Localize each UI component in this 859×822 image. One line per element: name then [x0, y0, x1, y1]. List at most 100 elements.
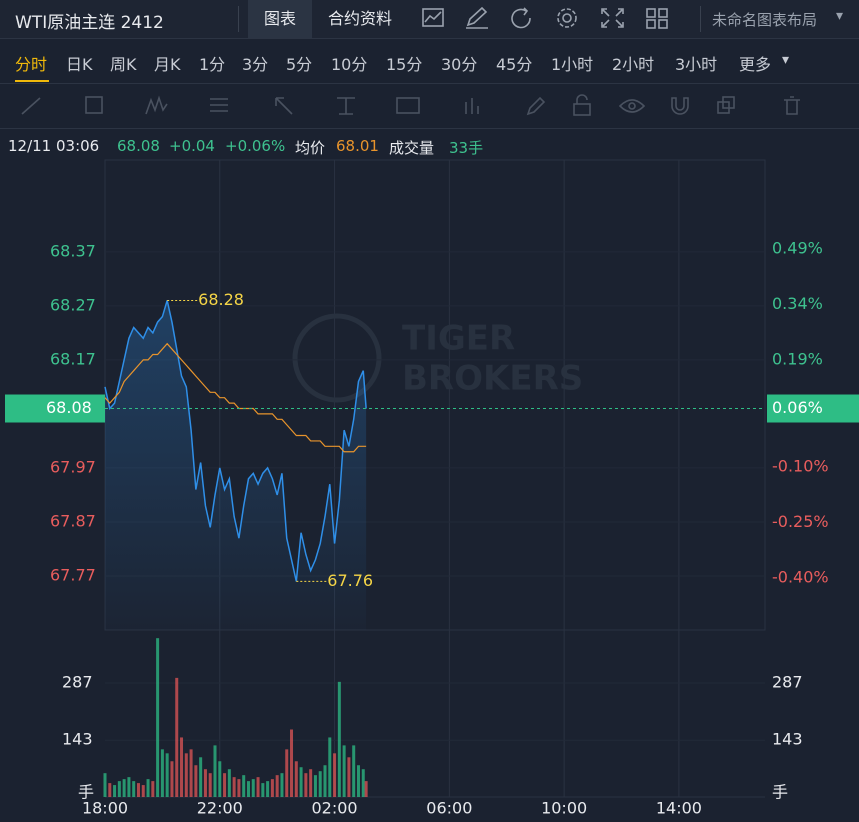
icon-draw[interactable] — [466, 6, 488, 29]
volume-bar — [333, 753, 337, 797]
icon-eye[interactable] — [618, 99, 646, 113]
symbol-title: WTI原油主连 2412 — [15, 13, 164, 33]
y-tick-label: 67.77 — [50, 565, 96, 584]
volume-bar — [117, 781, 121, 797]
volume-bar — [261, 783, 265, 797]
icon-indicator[interactable] — [422, 8, 444, 27]
icon-layout[interactable] — [646, 8, 668, 29]
icon-label[interactable] — [396, 97, 420, 114]
volume-bar — [313, 775, 317, 797]
icon-fullscreen[interactable] — [601, 8, 624, 28]
volume-bar — [347, 757, 351, 797]
x-tick-label: 22:00 — [197, 799, 243, 818]
icon-measure[interactable] — [337, 97, 355, 115]
icon-settings[interactable] — [557, 8, 577, 28]
icon-rect[interactable] — [85, 96, 103, 114]
volume-bar — [189, 749, 193, 797]
y-tick-label: 68.17 — [50, 349, 96, 368]
info-avg: 68.01 — [336, 137, 379, 155]
timeframe[interactable]: 45分 — [496, 55, 533, 74]
timeframe-bar: 分时 日K 周K 月K 1分 3分 5分 10分 15分 30分 45分 1小时 2小时 3小时 更多 ▾ — [0, 39, 859, 84]
timeframe[interactable]: 3分 — [242, 55, 269, 74]
tab-contract[interactable]: 合约资料 — [328, 9, 393, 28]
volume-bar — [208, 773, 212, 797]
icon-arrow[interactable] — [275, 97, 293, 115]
y-tick-label: 143 — [62, 730, 93, 749]
icon-pen[interactable] — [526, 96, 546, 116]
timeframe[interactable]: 1分 — [199, 55, 226, 74]
price-area — [105, 300, 367, 630]
icon-trash[interactable] — [784, 96, 800, 115]
last-price-label: 68.08 — [46, 398, 92, 417]
timeframe[interactable]: 日K — [66, 55, 93, 74]
timeframe[interactable]: 15分 — [386, 55, 423, 74]
info-volume: 33手 — [449, 139, 484, 157]
volume-bar — [237, 779, 241, 797]
volume-bar — [242, 775, 246, 797]
y2-tick-label: 143 — [772, 730, 803, 749]
y2-tick-label: 0.19% — [772, 349, 823, 368]
volume-bar — [199, 757, 203, 797]
y-tick-label: 68.27 — [50, 295, 96, 314]
icon-wave[interactable] — [145, 95, 168, 115]
volume-bar — [146, 779, 150, 797]
icon-text-lines[interactable] — [210, 98, 228, 112]
y-tick-label: 287 — [62, 673, 93, 692]
volume-bar — [246, 781, 250, 797]
volume-bar — [364, 781, 368, 797]
divider — [700, 6, 701, 32]
drawing-icons — [21, 94, 800, 116]
volume-bar — [299, 767, 303, 797]
timeframe[interactable]: 10分 — [331, 55, 368, 74]
volume-bar — [127, 777, 131, 797]
x-tick-label: 14:00 — [656, 799, 702, 818]
timeframe[interactable]: 周K — [110, 55, 137, 74]
volume-bar — [170, 761, 174, 797]
timeframe[interactable]: 月K — [154, 55, 181, 74]
timeframe[interactable]: 更多 — [739, 55, 772, 74]
volume-bar — [213, 745, 217, 797]
volume-bar — [151, 781, 155, 797]
top-bar: WTI原油主连 2412 图表 合约资料 未命名图表布局 ▾ — [0, 0, 859, 39]
volume-bar — [342, 745, 346, 797]
y2-tick-label: -0.40% — [772, 568, 829, 587]
timeframe[interactable]: 分时 — [15, 55, 48, 74]
volume-bar — [132, 781, 136, 797]
volume-bar — [280, 773, 284, 797]
icon-lock[interactable] — [573, 94, 591, 116]
volume-bar — [285, 749, 289, 797]
y2-tick-label: 0.34% — [772, 294, 823, 313]
unit-label: 手 — [78, 783, 94, 802]
volume-bar — [290, 729, 294, 797]
divider — [238, 6, 239, 32]
volume-bar — [194, 765, 198, 797]
last-pct-label: 0.06% — [772, 398, 823, 417]
volume-bar — [184, 753, 188, 797]
toolbar-icons — [422, 6, 668, 29]
volume-bar — [270, 779, 274, 797]
volume-bar — [323, 765, 327, 797]
timeframe[interactable]: 5分 — [286, 55, 313, 74]
icon-refresh[interactable] — [511, 7, 531, 29]
volume-bar — [294, 761, 298, 797]
icon-line[interactable] — [21, 97, 41, 115]
y2-tick-label: -0.25% — [772, 512, 829, 531]
icon-magnet[interactable] — [671, 97, 689, 115]
timeframe[interactable]: 3小时 — [675, 55, 718, 74]
volume-bar — [103, 773, 107, 797]
dropdown-caret: ▾ — [836, 8, 844, 24]
y2-tick-label: -0.10% — [772, 457, 829, 476]
volume-bar — [122, 779, 126, 797]
tab-chart[interactable]: 图表 — [248, 0, 312, 38]
volume-bar — [223, 773, 227, 797]
volume-bar — [328, 737, 332, 797]
low-label: 67.76 — [327, 571, 373, 590]
timeframe[interactable]: 2小时 — [612, 55, 655, 74]
icon-copy[interactable] — [717, 96, 735, 114]
timeframe[interactable]: 1小时 — [551, 55, 594, 74]
layout-name[interactable]: 未命名图表布局 — [712, 11, 818, 29]
icon-bars[interactable] — [465, 98, 479, 114]
timeframe[interactable]: 30分 — [441, 55, 478, 74]
last-price-box — [5, 394, 105, 423]
